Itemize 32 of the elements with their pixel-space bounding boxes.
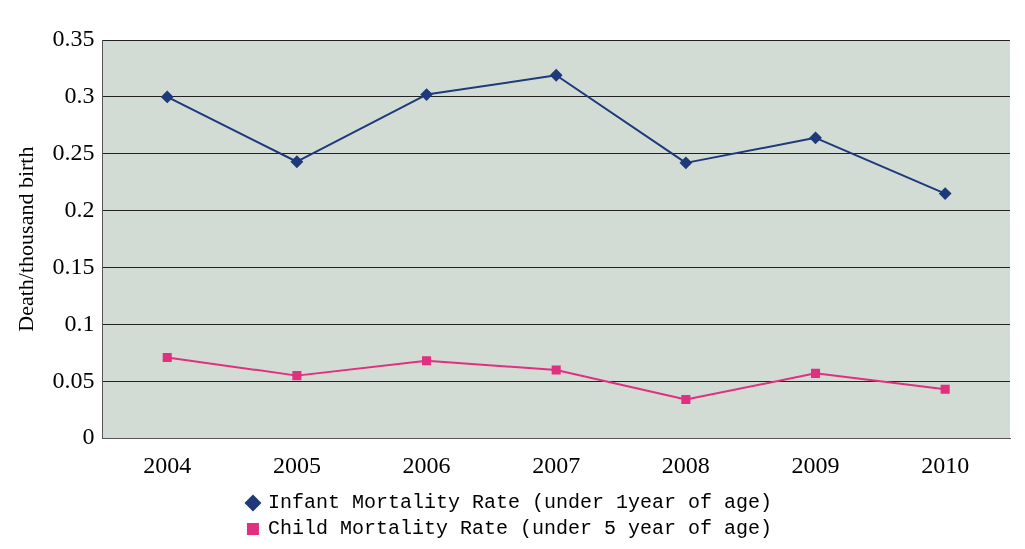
point — [679, 156, 692, 169]
y-axis-title: Death/thousand birth — [12, 146, 38, 332]
point — [422, 356, 432, 366]
y-tick-label: 0 — [82, 423, 95, 450]
x-tick-label: 2009 — [791, 451, 840, 478]
point — [939, 187, 952, 200]
y-tick-label: 0.25 — [52, 139, 95, 166]
x-tick-label: 2005 — [272, 451, 321, 478]
x-tick-label: 2006 — [402, 451, 451, 478]
y-tick-label: 0.05 — [52, 366, 95, 393]
point — [810, 368, 821, 378]
point — [550, 69, 563, 82]
legend-label: Child Mortality Rate (under 5 year of age) — [267, 517, 773, 541]
point — [551, 365, 561, 375]
y-tick-label: 0.3 — [64, 82, 95, 109]
x-tick-label: 2008 — [661, 451, 710, 478]
point — [292, 371, 302, 381]
point — [681, 394, 691, 405]
x-tick-label: 2007 — [532, 451, 581, 478]
point — [940, 384, 950, 394]
point — [161, 90, 174, 103]
point — [290, 155, 303, 168]
y-tick-label: 0.15 — [52, 252, 95, 279]
legend-label: Infant Mortality Rate (under 1year of age) — [267, 491, 773, 515]
x-tick-label: 2004 — [143, 451, 192, 478]
point — [420, 88, 433, 101]
y-tick-label: 0.2 — [64, 195, 95, 222]
point — [809, 131, 822, 144]
y-tick-label: 0.35 — [52, 25, 95, 52]
x-tick-label: 2010 — [921, 451, 970, 478]
point — [162, 352, 172, 362]
y-tick-label: 0.1 — [64, 309, 95, 336]
